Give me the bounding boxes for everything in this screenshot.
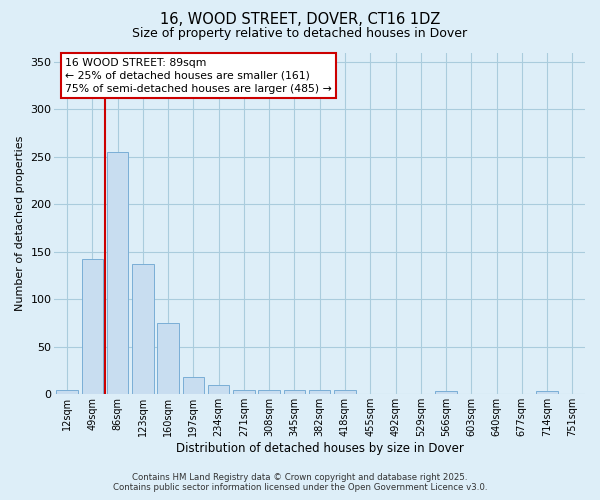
Bar: [56, 390, 78, 394]
X-axis label: Distribution of detached houses by size in Dover: Distribution of detached houses by size …: [176, 442, 464, 455]
Bar: [157, 323, 179, 394]
Y-axis label: Number of detached properties: Number of detached properties: [15, 136, 25, 311]
Text: 16, WOOD STREET, DOVER, CT16 1DZ: 16, WOOD STREET, DOVER, CT16 1DZ: [160, 12, 440, 28]
Bar: [182, 377, 204, 394]
Bar: [233, 390, 254, 394]
Text: Size of property relative to detached houses in Dover: Size of property relative to detached ho…: [133, 28, 467, 40]
Text: 16 WOOD STREET: 89sqm
← 25% of detached houses are smaller (161)
75% of semi-det: 16 WOOD STREET: 89sqm ← 25% of detached …: [65, 58, 332, 94]
Text: Contains HM Land Registry data © Crown copyright and database right 2025.
Contai: Contains HM Land Registry data © Crown c…: [113, 473, 487, 492]
Bar: [82, 260, 103, 394]
Bar: [334, 390, 356, 394]
Bar: [132, 264, 154, 394]
Bar: [259, 390, 280, 394]
Bar: [536, 392, 558, 394]
Bar: [436, 392, 457, 394]
Bar: [309, 390, 331, 394]
Bar: [208, 385, 229, 394]
Bar: [284, 390, 305, 394]
Bar: [107, 152, 128, 394]
